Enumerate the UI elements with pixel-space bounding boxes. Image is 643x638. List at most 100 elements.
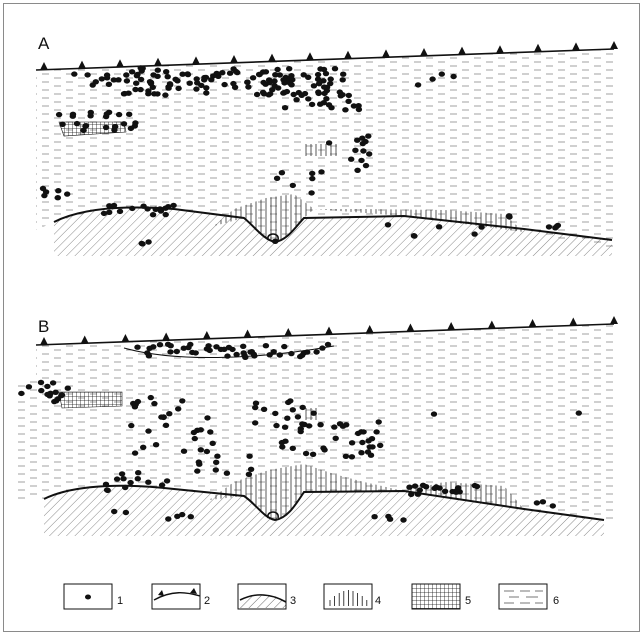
dot	[112, 124, 119, 130]
dot	[345, 98, 352, 105]
dot	[134, 344, 141, 350]
dot	[157, 208, 165, 214]
dot	[145, 479, 152, 485]
dot	[245, 471, 253, 477]
dot	[132, 86, 139, 93]
dot	[317, 66, 324, 72]
dot	[289, 407, 296, 413]
triangle-marker	[365, 325, 374, 333]
dot	[290, 91, 297, 98]
dot	[100, 210, 108, 217]
legend-item-3: 3	[237, 583, 296, 610]
dot	[41, 192, 48, 199]
legend-item-1: 1	[63, 583, 123, 610]
dot	[126, 111, 133, 118]
dot	[299, 404, 306, 411]
triangle-markers-b	[40, 316, 618, 345]
dot	[430, 411, 438, 417]
dot	[278, 170, 286, 176]
dot	[414, 82, 422, 88]
dot	[167, 343, 174, 349]
dot	[115, 111, 123, 118]
dot	[245, 84, 252, 90]
dot	[308, 101, 316, 108]
dot	[55, 188, 62, 194]
dot	[320, 78, 327, 84]
dot	[431, 485, 438, 491]
dot	[332, 435, 339, 441]
dot	[354, 430, 362, 437]
dot	[385, 513, 392, 520]
dot	[256, 71, 263, 78]
dot	[214, 453, 221, 459]
dot	[230, 80, 237, 87]
basement-hatch-b	[44, 485, 604, 536]
dot	[82, 123, 89, 129]
dot	[221, 81, 228, 88]
dot	[223, 470, 231, 476]
dot	[366, 151, 373, 157]
dot	[342, 107, 349, 113]
triangle-marker	[78, 60, 86, 69]
dot	[55, 111, 63, 118]
dot	[284, 415, 291, 421]
dot	[232, 68, 240, 75]
dot	[324, 341, 332, 348]
dot	[64, 385, 71, 391]
dot	[18, 390, 25, 397]
dot	[373, 429, 380, 435]
triangle-marker	[40, 337, 48, 345]
legend-item-6: 6	[498, 583, 559, 610]
vertical-zone-a3	[304, 144, 339, 156]
dot	[162, 211, 169, 218]
dot	[152, 206, 159, 212]
vertical-zone-a1	[214, 194, 314, 242]
dot	[352, 147, 359, 153]
dot	[473, 483, 481, 490]
dot	[408, 491, 415, 498]
dot	[145, 239, 152, 245]
dot	[265, 77, 273, 83]
dot	[140, 203, 147, 209]
dot	[139, 65, 146, 71]
dot	[59, 121, 66, 128]
dot	[309, 451, 317, 457]
dot	[322, 70, 330, 77]
dot	[299, 421, 306, 427]
panel-label-a: A	[38, 34, 50, 53]
dot	[321, 84, 328, 90]
dot	[106, 209, 113, 215]
dot	[300, 72, 307, 78]
dot	[360, 429, 367, 435]
dot	[453, 489, 460, 495]
dot	[369, 444, 376, 450]
dot	[122, 484, 129, 491]
dot	[58, 392, 66, 398]
dot	[354, 137, 361, 143]
dot	[297, 426, 304, 432]
triangle-marker	[447, 322, 456, 330]
dot	[170, 202, 177, 209]
dot	[122, 509, 130, 516]
dot	[348, 156, 355, 162]
panel-label-b: B	[38, 317, 50, 336]
dot	[164, 74, 171, 80]
dot	[87, 109, 95, 116]
dot	[339, 423, 347, 429]
dot	[139, 241, 146, 247]
dot	[375, 419, 382, 425]
dot	[162, 92, 169, 98]
dot	[305, 74, 312, 81]
dot	[419, 482, 427, 488]
basement-hatch-a	[54, 207, 612, 256]
dot	[125, 90, 132, 96]
dot	[400, 517, 407, 523]
dot	[281, 424, 289, 430]
dot	[348, 454, 356, 460]
legend-box-3	[237, 583, 287, 610]
dot	[362, 162, 370, 169]
legend: 1 2 3 4	[63, 583, 559, 610]
dot	[539, 499, 547, 505]
legend-number-2: 2	[204, 595, 210, 607]
dot	[260, 79, 267, 86]
